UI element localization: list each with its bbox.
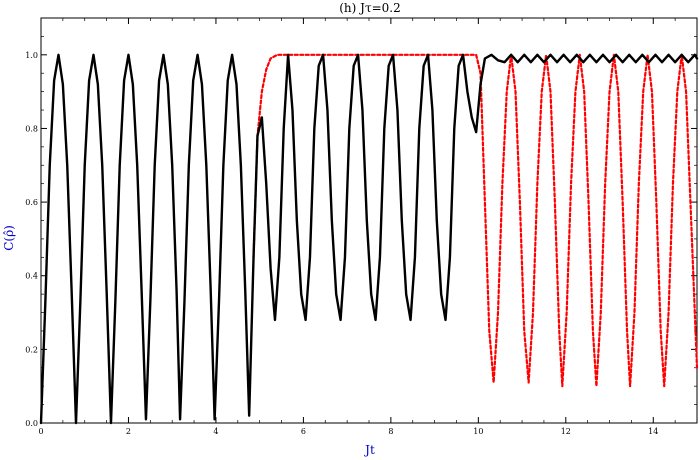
series-dashed-line: [252, 53, 699, 388]
y-tick-label: 0.8: [25, 124, 38, 133]
axis-ticks: 0 2 4 6 8 10 12 14 0.0 0.2 0.4 0.6 0.8 1.0: [25, 18, 698, 436]
x-tick-label: 14: [648, 427, 658, 436]
series-layer: [39, 53, 699, 425]
y-tick-label: 0.0: [25, 419, 38, 428]
x-tick-label: 10: [473, 427, 483, 436]
y-tick-label: 0.2: [25, 345, 38, 354]
series-solid-line: [39, 53, 699, 425]
y-tick-label: 0.4: [25, 272, 38, 281]
chart-title: (h) Jτ=0.2: [339, 1, 401, 15]
x-axis-label: Jt: [363, 443, 375, 457]
y-tick-label: 0.6: [25, 198, 38, 207]
y-axis-label: C(ρ̂): [2, 225, 16, 251]
x-tick-label: 12: [561, 427, 571, 436]
x-tick-label: 8: [388, 427, 393, 436]
y-tick-label: 1.0: [25, 51, 38, 60]
x-tick-label: 6: [301, 427, 306, 436]
x-tick-label: 2: [126, 427, 131, 436]
x-tick-label: 0: [38, 427, 43, 436]
x-tick-label: 4: [213, 427, 218, 436]
